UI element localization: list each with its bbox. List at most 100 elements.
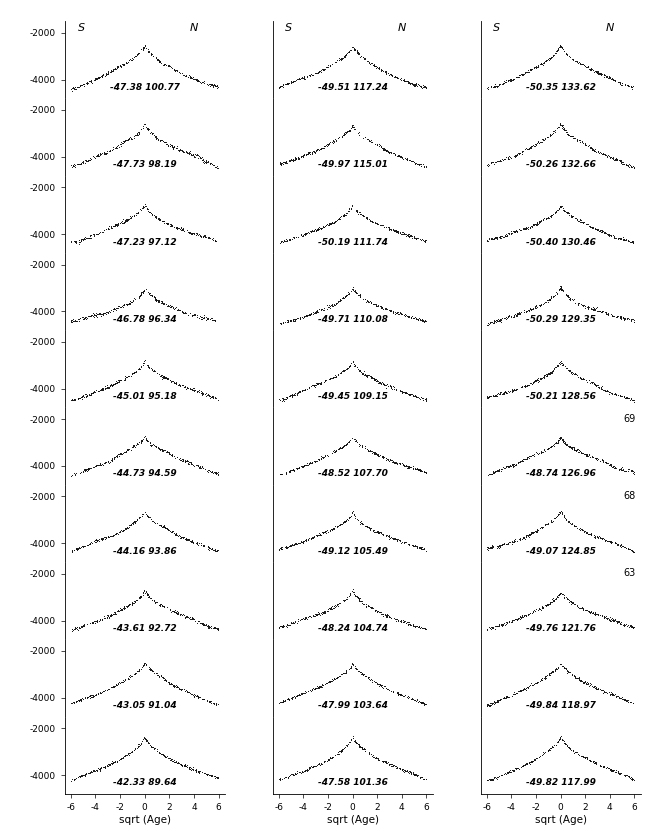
Point — [549, 593, 559, 606]
Point — [193, 228, 204, 242]
Point — [393, 226, 404, 239]
Point — [104, 758, 114, 771]
Point — [525, 64, 535, 77]
Point — [355, 363, 365, 376]
Point — [174, 682, 184, 696]
Point — [276, 467, 286, 480]
Point — [199, 228, 209, 242]
Point — [159, 521, 170, 534]
Point — [563, 592, 573, 606]
Point — [186, 457, 197, 470]
Point — [509, 457, 519, 470]
Point — [325, 371, 336, 385]
Point — [91, 533, 101, 547]
Point — [521, 608, 531, 622]
Point — [512, 148, 522, 161]
Point — [184, 686, 195, 700]
Point — [118, 750, 129, 764]
Point — [600, 383, 610, 396]
Point — [286, 388, 296, 402]
Point — [110, 679, 120, 692]
Point — [504, 459, 514, 473]
Point — [615, 78, 626, 92]
Point — [197, 76, 208, 89]
Point — [528, 448, 538, 461]
Point — [70, 81, 80, 94]
Point — [383, 530, 393, 543]
Point — [391, 455, 402, 469]
Point — [526, 754, 536, 768]
Point — [142, 509, 152, 522]
Point — [515, 69, 525, 82]
Point — [498, 617, 509, 630]
Point — [351, 662, 362, 675]
Point — [276, 540, 287, 554]
Point — [619, 158, 630, 171]
Point — [358, 668, 368, 681]
Point — [82, 463, 93, 476]
Point — [386, 223, 396, 237]
Point — [626, 313, 636, 327]
Point — [519, 608, 529, 622]
Point — [147, 593, 157, 606]
Point — [130, 50, 140, 63]
Point — [198, 538, 208, 552]
Point — [188, 760, 199, 774]
Point — [487, 621, 498, 634]
Point — [499, 153, 509, 166]
Point — [484, 391, 494, 404]
Point — [151, 210, 161, 223]
Point — [139, 584, 149, 597]
Point — [483, 317, 494, 330]
Point — [504, 150, 514, 163]
Point — [543, 441, 554, 454]
Point — [93, 459, 104, 472]
Point — [121, 599, 131, 612]
Point — [397, 688, 407, 701]
Point — [122, 444, 132, 457]
Point — [617, 389, 628, 402]
Point — [628, 772, 639, 785]
Point — [316, 679, 326, 692]
Point — [494, 230, 505, 244]
Point — [411, 232, 421, 245]
Point — [615, 691, 626, 705]
Point — [564, 291, 575, 305]
Point — [557, 284, 567, 297]
Point — [83, 690, 93, 704]
Point — [568, 441, 578, 454]
Point — [553, 736, 563, 749]
Point — [313, 528, 324, 542]
Point — [128, 50, 138, 64]
Point — [540, 132, 550, 145]
Point — [78, 233, 89, 246]
Point — [202, 77, 212, 91]
Point — [188, 383, 198, 396]
Point — [512, 70, 523, 83]
Point — [506, 151, 516, 165]
Point — [199, 75, 209, 88]
Point — [499, 76, 510, 89]
Point — [492, 464, 502, 477]
Point — [294, 687, 304, 701]
Point — [491, 316, 501, 329]
Point — [170, 62, 180, 76]
Point — [372, 677, 382, 690]
Point — [530, 301, 540, 314]
Point — [275, 317, 285, 330]
Point — [494, 155, 505, 168]
Point — [170, 64, 181, 77]
Point — [620, 541, 631, 554]
Point — [403, 616, 413, 629]
Point — [490, 155, 500, 169]
Point — [74, 467, 85, 480]
Point — [413, 312, 423, 326]
Point — [529, 677, 539, 690]
Point — [556, 587, 567, 601]
Point — [373, 218, 383, 231]
Point — [139, 354, 149, 368]
Point — [613, 689, 623, 702]
Point — [590, 606, 600, 620]
Point — [310, 381, 320, 394]
Point — [563, 515, 573, 528]
